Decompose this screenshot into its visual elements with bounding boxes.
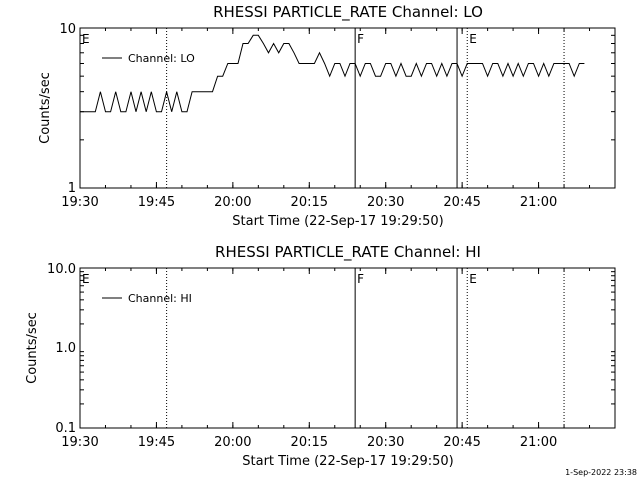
panel-lo-title: RHESSI PARTICLE_RATE Channel: LO	[213, 3, 483, 22]
panel-lo-y-ticks: 10 1	[59, 22, 76, 196]
panel-hi-title: RHESSI PARTICLE_RATE Channel: HI	[215, 243, 481, 262]
panel-hi-y-axis-label: Counts/sec	[25, 312, 40, 384]
panel-hi: RHESSI PARTICLE_RATE Channel: HI 19:30 19…	[25, 243, 616, 469]
panel-lo-xtick-label: 20:30	[367, 195, 404, 210]
panel-hi-frame	[79, 267, 616, 429]
panel-hi-x-axis-label: Start Time (22-Sep-17 19:29:50)	[242, 454, 453, 469]
panel-lo-event-label: E	[469, 32, 477, 46]
panel-hi-xtick-label: 20:15	[291, 435, 328, 450]
panel-hi-legend-label: Channel: HI	[128, 292, 192, 305]
panel-lo-xtick-label: 20:00	[214, 195, 251, 210]
panel-lo-frame	[79, 27, 616, 189]
panel-hi-ytick-10: 10.0	[47, 262, 76, 277]
panel-hi-y-ticks: 10.0 1.0 0.1	[47, 262, 76, 436]
panel-lo-event-label: F	[357, 32, 364, 46]
panel-hi-xtick-label: 21:00	[520, 435, 557, 450]
panel-lo-x-ticks: 19:30 19:45 20:00 20:15 20:30 20:45 21:00	[61, 28, 616, 210]
panel-lo-xtick-label: 19:30	[61, 195, 98, 210]
panel-lo-xtick-label: 21:00	[520, 195, 557, 210]
panel-hi-xtick-label: 19:30	[61, 435, 98, 450]
panel-lo-xtick-label: 20:15	[291, 195, 328, 210]
panel-lo-x-axis-label: Start Time (22-Sep-17 19:29:50)	[232, 214, 443, 229]
panel-hi-xtick-label: 19:45	[138, 435, 175, 450]
panel-lo-ytick-10: 10	[59, 22, 76, 37]
panel-hi-xtick-label: 20:30	[367, 435, 404, 450]
panel-hi-ytick-1: 1.0	[55, 341, 76, 356]
panel-hi-ytick-0-1: 0.1	[55, 421, 76, 436]
panel-hi-xtick-label: 20:00	[214, 435, 251, 450]
footer-timestamp: 1-Sep-2022 23:38	[565, 468, 637, 477]
panel-lo-ytick-1: 1	[68, 181, 76, 196]
panel-lo-legend-label: Channel: LO	[128, 52, 195, 65]
panel-lo-y-axis-label: Counts/sec	[38, 72, 53, 144]
panel-hi-xtick-label: 20:45	[443, 435, 480, 450]
panel-hi-event-label: E	[469, 272, 477, 286]
panel-hi-x-ticks: 19:30 19:45 20:00 20:15 20:30 20:45 21:00	[61, 268, 616, 450]
panel-lo-xtick-label: 19:45	[138, 195, 175, 210]
panel-lo: RHESSI PARTICLE_RATE Channel: LO 19:30 19…	[38, 3, 616, 229]
panel-lo-series-line	[80, 34, 585, 113]
panel-lo-event-label: E	[82, 32, 90, 46]
panel-hi-event-label: E	[82, 272, 90, 286]
panel-lo-xtick-label: 20:45	[443, 195, 480, 210]
panel-hi-event-label: F	[357, 272, 364, 286]
